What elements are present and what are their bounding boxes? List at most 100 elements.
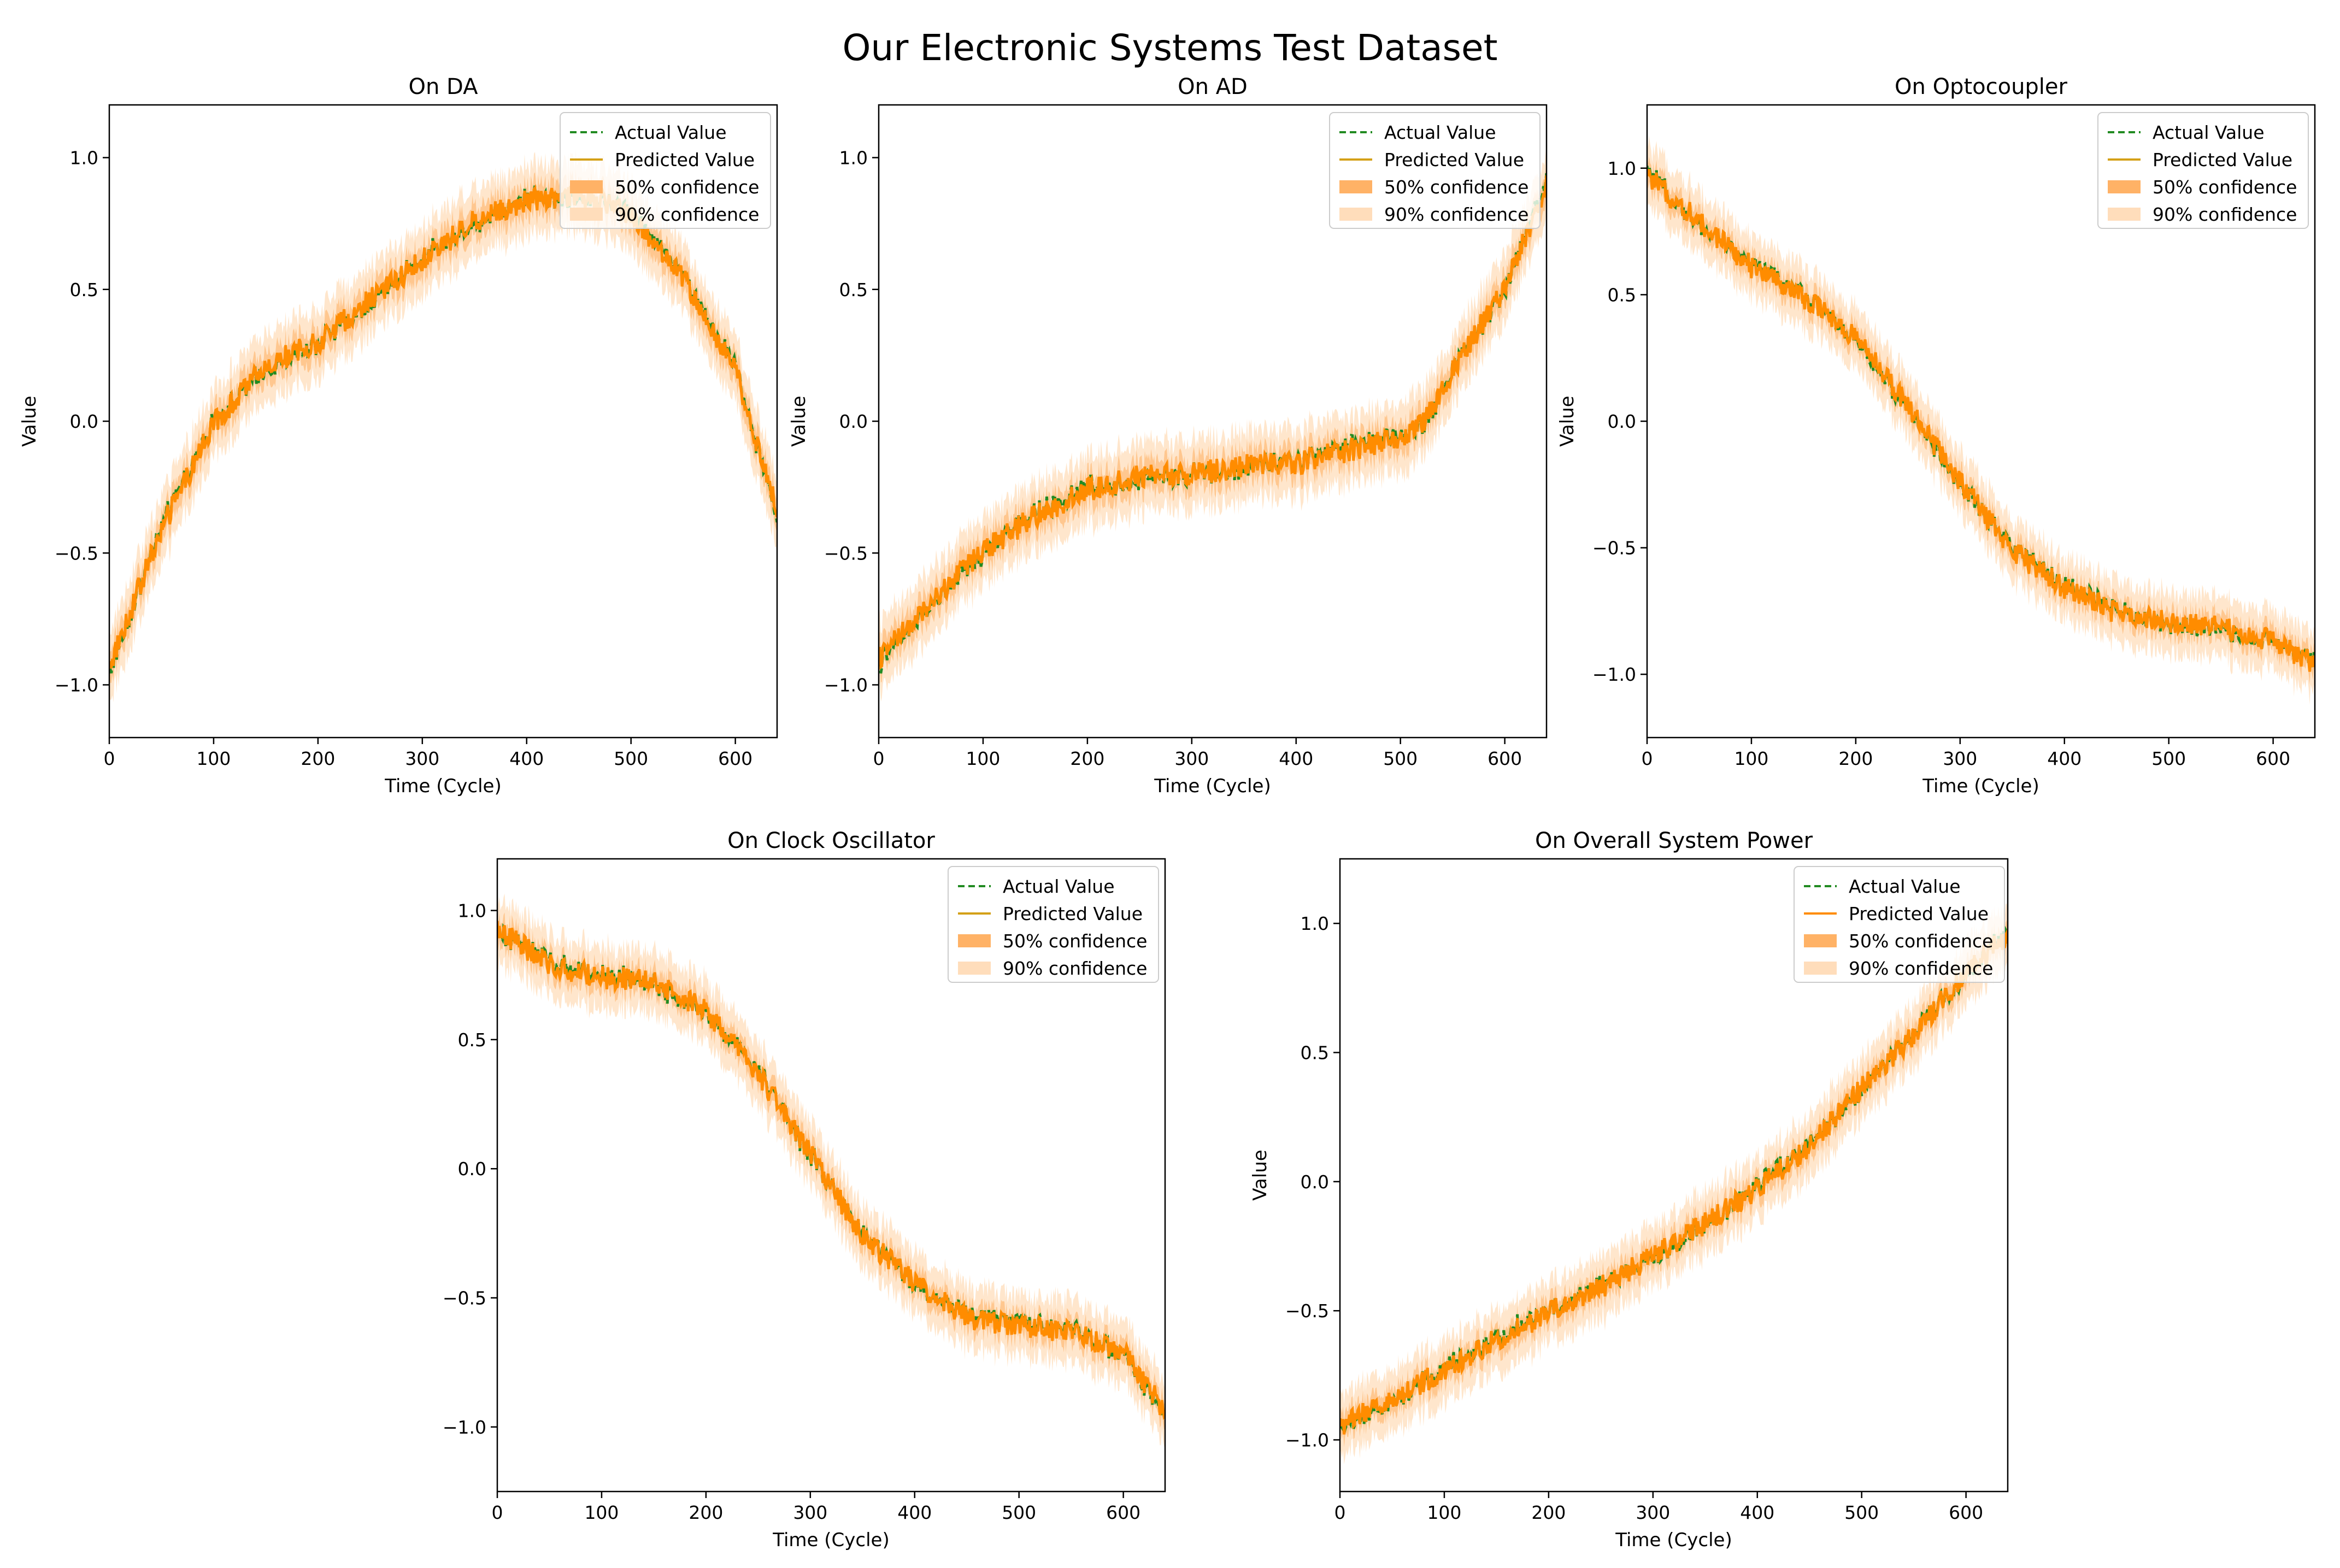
legend-actual: Actual Value [958,876,1115,897]
confidence-band-90 [1340,903,2008,1465]
subplot-title: On Clock Oscillator [727,828,935,853]
legend: Actual Value Predicted Value 50% confidenc… [560,112,771,229]
x-axis-label: Time (Cycle) [1922,775,2039,797]
legend-actual: Actual Value [1804,876,1961,897]
x-tick-label: 0 [104,748,115,769]
predicted-value-line [879,175,1547,670]
legend-90-confidence: 90% confidence [570,204,759,225]
plot-area [109,148,777,703]
x-tick-label: 600 [718,748,752,769]
y-tick-label: 1.0 [1301,913,1329,934]
legend-box [948,866,1159,983]
x-tick-label: 0 [492,1502,503,1523]
legend-box [560,112,771,229]
x-tick-label: 0 [1334,1502,1346,1523]
legend-swatch [1804,962,1837,975]
x-tick-label: 300 [1943,748,1977,769]
figure-title: Our Electronic Systems Test Dataset [842,27,1497,69]
legend-swatch [570,180,603,193]
y-axis-label: Value [19,396,40,446]
x-tick-label: 300 [405,748,439,769]
plot-area [879,144,1547,702]
legend: Actual Value Predicted Value 50% confidenc… [948,866,1159,983]
y-tick-label: −0.5 [443,1288,486,1309]
x-tick-label: 300 [1174,748,1209,769]
legend-50-confidence: 50% confidence [1339,176,1528,198]
y-tick-label: 0.0 [1301,1171,1329,1193]
y-tick-label: 1.0 [70,148,98,169]
legend-swatch [1339,208,1372,221]
legend-50-confidence: 50% confidence [958,930,1147,952]
legend-predicted: Predicted Value [570,149,755,170]
legend-90-confidence: 90% confidence [1339,204,1528,225]
x-axis-label: Time (Cycle) [1615,1529,1732,1551]
predicted-value-line [497,921,1165,1420]
subplot-5: 0 100 200 300 400 500 600 −1.0 −0.5 0.0 0.5 1.0 On O… [1249,828,2009,1551]
x-tick-label: 100 [966,748,1000,769]
legend-50-confidence: 50% confidence [1804,930,1993,952]
legend-actual: Actual Value [2108,122,2265,143]
x-tick-label: 300 [793,1502,827,1523]
legend: Actual Value Predicted Value 50% confidenc… [1794,866,2005,983]
subplot-1: 0 100 200 300 400 500 600 −1.0 −0.5 0.0 0.5 1.0 On D… [19,74,778,797]
legend-swatch [570,208,603,221]
y-tick-label: 0.0 [70,411,98,432]
legend-label: Predicted Value [2153,149,2292,170]
axes-frame [1339,858,2009,1493]
legend-actual: Actual Value [1339,122,1496,143]
y-tick-label: −0.5 [824,543,868,564]
y-tick-label: −1.0 [443,1417,486,1438]
y-tick-label: 0.5 [1608,284,1636,305]
legend-label: 50% confidence [1003,930,1147,952]
y-tick-label: −0.5 [55,543,98,564]
subplot-title: On Optocoupler [1895,74,2068,99]
legend-label: Actual Value [1003,876,1115,897]
x-tick-label: 400 [509,748,544,769]
legend-label: 90% confidence [615,204,759,225]
x-tick-label: 200 [1070,748,1104,769]
subplot-2: 0 100 200 300 400 500 600 −1.0 −0.5 0.0 0.5 1.0 On A… [788,74,1548,797]
y-tick-label: 0.0 [1608,411,1636,432]
y-axis-label: Value [1556,396,1578,446]
legend-label: 90% confidence [1003,958,1147,979]
legend-90-confidence: 90% confidence [1804,958,1993,979]
x-tick-label: 500 [614,748,648,769]
legend-swatch [958,962,991,975]
subplot-4: 0 100 200 300 400 500 600 −1.0 −0.5 0.0 0.5 1.0 On C… [443,828,1166,1551]
legend-label: 90% confidence [1849,958,1993,979]
x-tick-label: 200 [1531,1502,1566,1523]
y-tick-label: 0.5 [839,279,868,300]
x-tick-label: 500 [1383,748,1418,769]
y-tick-label: −1.0 [55,675,98,696]
axes-frame [496,858,1166,1493]
x-tick-label: 600 [1949,1502,1983,1523]
confidence-band-50 [1647,156,2315,685]
predicted-value-line [1647,169,2315,672]
y-axis-label: Value [788,396,810,446]
y-tick-label: −0.5 [1285,1300,1329,1322]
legend-90-confidence: 90% confidence [2108,204,2297,225]
legend-label: 90% confidence [1384,204,1528,225]
y-tick-label: −0.5 [1592,538,1636,559]
x-tick-label: 400 [897,1502,932,1523]
y-tick-label: 0.0 [839,411,868,432]
x-axis-label: Time (Cycle) [384,775,501,797]
legend: Actual Value Predicted Value 50% confidenc… [2097,112,2309,229]
y-axis-label: Value [1249,1150,1271,1200]
y-tick-label: 0.0 [458,1158,486,1180]
subplot-title: On AD [1178,74,1248,99]
legend-actual: Actual Value [570,122,727,143]
legend-label: Actual Value [615,122,727,143]
legend: Actual Value Predicted Value 50% confidenc… [1329,112,1541,229]
x-tick-label: 100 [1734,748,1768,769]
legend-predicted: Predicted Value [1804,903,1989,924]
x-tick-label: 300 [1636,1502,1670,1523]
x-tick-label: 500 [2151,748,2186,769]
legend-label: Actual Value [1384,122,1496,143]
legend-label: 50% confidence [1384,176,1528,198]
legend-box [1329,112,1541,229]
legend-box [1794,866,2005,983]
legend-label: 90% confidence [2153,204,2297,225]
legend-label: Predicted Value [1384,149,1524,170]
